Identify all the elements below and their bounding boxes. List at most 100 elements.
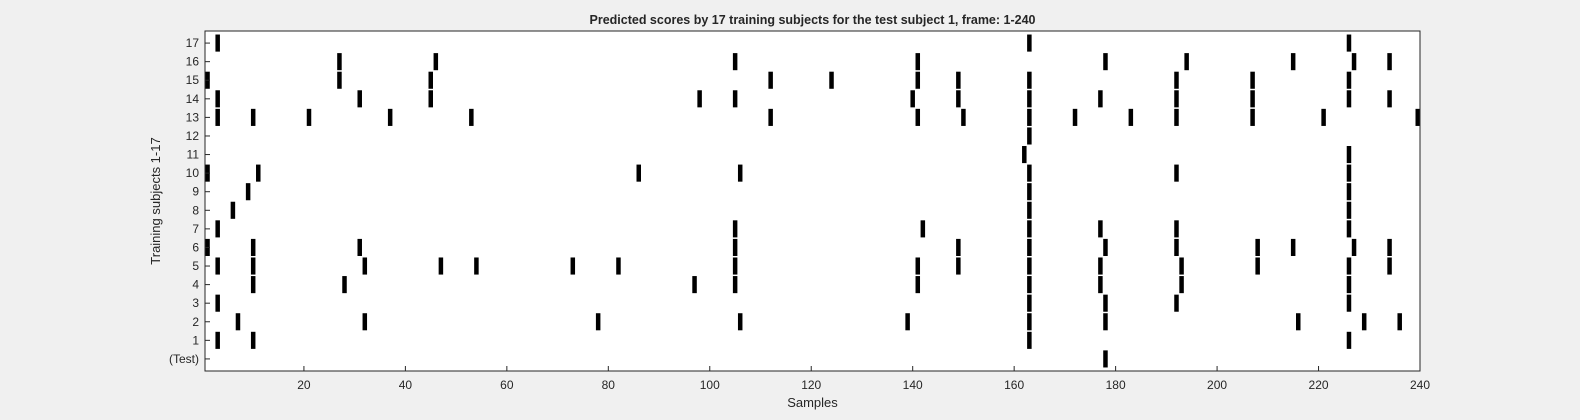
y-tick-label: 4 [192,278,199,292]
chart-title: Predicted scores by 17 training subjects… [590,13,1036,27]
raster-mark [250,238,256,256]
y-tick-label: 11 [187,148,200,162]
raster-mark [1174,90,1179,108]
raster-mark [1174,220,1179,238]
x-axis-label: Samples [787,395,838,410]
raster-mark [570,257,576,275]
raster-mark [1346,201,1352,219]
plot-frame [204,30,1421,372]
raster-mark [1027,331,1032,349]
x-tick-label: 160 [1004,378,1024,392]
raster-mark [1103,313,1108,331]
raster-mark [250,257,256,275]
raster-mark [1027,257,1032,275]
raster-mark [1346,164,1352,182]
raster-mark [387,108,393,126]
raster-mark [732,90,738,108]
raster-mark [1179,276,1184,294]
raster-mark [1174,108,1179,126]
raster-mark [1346,331,1352,349]
raster-mark [732,257,738,275]
raster-mark [1027,71,1032,89]
raster-mark [1290,238,1296,256]
raster-mark [1387,90,1392,108]
raster-mark [215,331,220,349]
x-tick-label: 120 [801,378,821,392]
raster-mark [1255,238,1260,256]
raster-mark [256,164,261,182]
raster-mark [915,53,921,71]
raster-mark [428,90,433,108]
raster-mark [1346,257,1352,275]
raster-mark [215,220,220,238]
raster-mark [636,164,641,182]
raster-mark [1027,127,1032,145]
x-tick-label: 220 [1309,378,1329,392]
raster-mark [235,313,241,331]
raster-mark [692,276,697,294]
raster-mark [595,313,601,331]
plot-area [205,31,1420,371]
raster-mark [362,257,368,275]
raster-mark [1346,90,1352,108]
y-tick-label: 7 [192,222,199,236]
raster-mark [1346,34,1352,52]
raster-mark [474,257,479,275]
raster-mark [920,220,926,238]
raster-mark [469,108,474,126]
raster-mark [961,108,966,126]
raster-mark [1027,313,1032,331]
raster-mark [1346,71,1352,89]
raster-mark [1103,294,1108,312]
raster-mark [1255,257,1260,275]
raster-mark [1022,146,1027,164]
x-tick-label: 240 [1410,378,1430,392]
raster-mark [245,183,251,201]
raster-mark [230,201,236,219]
raster-mark [1351,238,1357,256]
raster-mark [1346,146,1352,164]
raster-mark [1027,276,1032,294]
raster-mark [1027,108,1032,126]
y-tick-label: (Test) [169,352,199,366]
raster-mark [1387,53,1392,71]
raster-mark [1415,108,1420,126]
raster-mark [1346,276,1352,294]
raster-mark [337,71,342,89]
raster-mark [1027,164,1032,182]
raster-mark [1103,53,1108,71]
x-tick-label: 80 [602,378,616,392]
raster-mark [357,90,362,108]
raster-mark [915,257,921,275]
raster-mark [357,238,362,256]
y-tick-label: 9 [192,185,199,199]
y-tick-label: 16 [186,55,200,69]
raster-mark [1103,238,1108,256]
raster-mark [1387,238,1392,256]
x-tick-label: 100 [700,378,720,392]
raster-mark [1128,108,1134,126]
y-tick-label: 5 [192,259,199,273]
x-tick-label: 40 [399,378,413,392]
y-tick-label: 3 [192,296,199,310]
raster-mark [1346,294,1352,312]
raster-mark [1250,108,1255,126]
raster-mark [438,257,444,275]
raster-mark [1027,201,1032,219]
raster-mark [1250,90,1255,108]
raster-mark [1027,183,1032,201]
raster-mark [1387,257,1392,275]
raster-mark [1174,71,1179,89]
raster-mark [1027,294,1032,312]
raster-mark [1174,164,1179,182]
y-tick-label: 10 [186,166,200,180]
raster-marks [205,34,1420,368]
y-tick-label: 2 [192,315,199,329]
raster-mark [732,276,738,294]
raster-mark [737,164,743,182]
x-tick-label: 200 [1207,378,1227,392]
x-tick-label: 180 [1106,378,1126,392]
raster-mark [215,90,220,108]
raster-mark [250,331,256,349]
